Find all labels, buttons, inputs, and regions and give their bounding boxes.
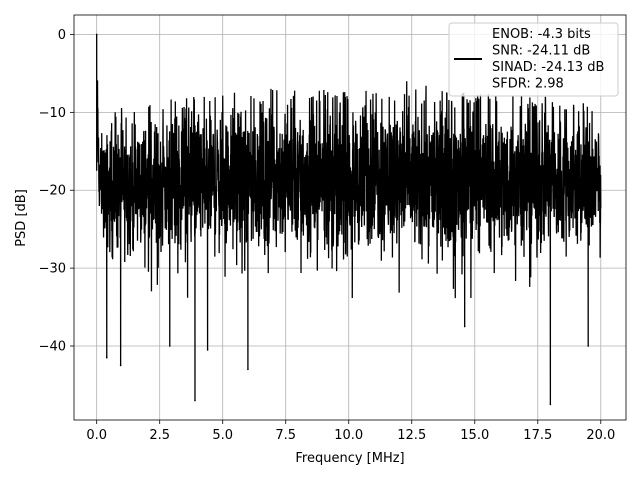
psd-notable-point: [194, 399, 196, 402]
psd-notable-point: [168, 345, 171, 347]
series-layer: [95, 33, 602, 406]
legend-sfdr: SFDR: 2.98: [492, 77, 564, 92]
psd-series-line: [96, 34, 602, 405]
psd-notable-point: [119, 364, 122, 367]
psd-notable-point: [549, 403, 552, 406]
psd-notable-point: [95, 33, 98, 36]
y-tick-label: 0: [58, 28, 66, 43]
legend-enob: ENOB: -4.3 bits: [492, 27, 591, 42]
y-tick-label: −20: [39, 184, 66, 199]
y-tick-label: −40: [39, 340, 66, 355]
x-tick-label: 10.0: [334, 428, 363, 443]
legend: ENOB: -4.3 bits SNR: -24.11 dB SINAD: -2…: [448, 22, 619, 97]
x-tick-label: 7.5: [275, 428, 296, 443]
x-tick-label: 12.5: [397, 428, 426, 443]
x-tick-label: 0.0: [86, 428, 107, 443]
legend-snr: SNR: -24.11 dB: [492, 44, 590, 59]
y-axis-label: PSD [dB]: [14, 189, 29, 247]
y-tick-label: −30: [39, 262, 66, 277]
psd-notable-point: [247, 368, 249, 371]
tick-layer: 0.0 2.5 5.0 7.5 10.0 12.5 15.0 17.5 20.0 0 −10 −20 −…: [39, 28, 616, 443]
x-tick-label: 15.0: [460, 428, 489, 443]
legend-box: [448, 22, 619, 97]
psd-notable-point: [463, 325, 466, 328]
x-tick-label: 20.0: [586, 428, 615, 443]
psd-notable-point: [587, 345, 589, 347]
x-axis-label: Frequency [MHz]: [295, 451, 404, 466]
x-tick-label: 17.5: [523, 428, 552, 443]
y-tick-label: −10: [39, 106, 66, 121]
psd-notable-point: [206, 349, 209, 351]
x-tick-label: 2.5: [149, 428, 170, 443]
x-tick-label: 5.0: [212, 428, 233, 443]
psd-notable-point: [105, 356, 108, 359]
plot-frame: [73, 14, 627, 421]
legend-sinad: SINAD: -24.13 dB: [492, 60, 604, 75]
